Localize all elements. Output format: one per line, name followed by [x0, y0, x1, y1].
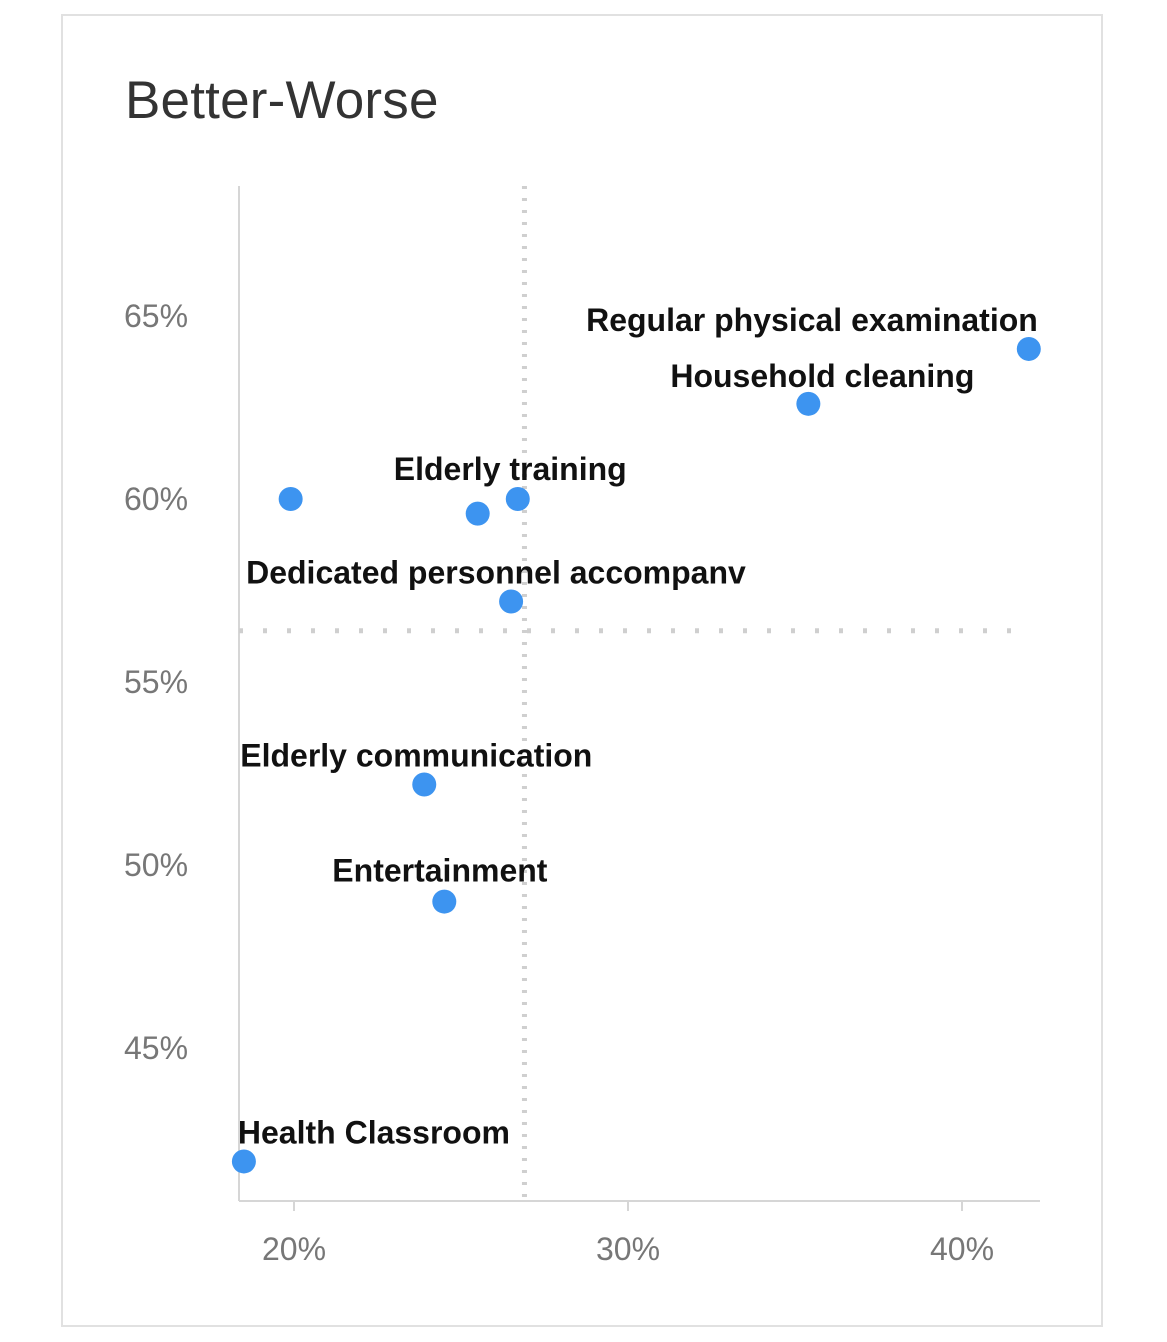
data-point [1016, 336, 1041, 361]
data-point [796, 391, 821, 416]
data-point [231, 1149, 256, 1174]
point-label: Entertainment [332, 853, 547, 889]
data-point [432, 889, 457, 914]
y-tick-label: 65% [124, 298, 188, 334]
point-label: Elderly communication [240, 737, 592, 773]
x-tick-label: 30% [596, 1231, 660, 1267]
data-point [505, 487, 530, 511]
y-tick-label: 45% [124, 1030, 188, 1066]
data-point [412, 772, 437, 797]
point-label: Regular physical examination [586, 302, 1038, 338]
y-tick-label: 60% [124, 481, 188, 517]
data-point [465, 501, 490, 526]
point-label: Elderly training [394, 451, 627, 487]
chart-card [61, 14, 1103, 1327]
x-tick-label: 20% [262, 1231, 326, 1267]
y-tick-label: 50% [124, 847, 188, 883]
data-point [278, 487, 303, 511]
data-point [499, 589, 524, 614]
point-label: Household cleaning [670, 358, 974, 394]
x-tick-label: 40% [930, 1231, 994, 1267]
point-label: Health Classroom [238, 1114, 510, 1150]
point-label: Dedicated personnel accompanv [246, 554, 746, 590]
chart-title: Better-Worse [125, 71, 439, 130]
y-tick-label: 55% [124, 664, 188, 700]
